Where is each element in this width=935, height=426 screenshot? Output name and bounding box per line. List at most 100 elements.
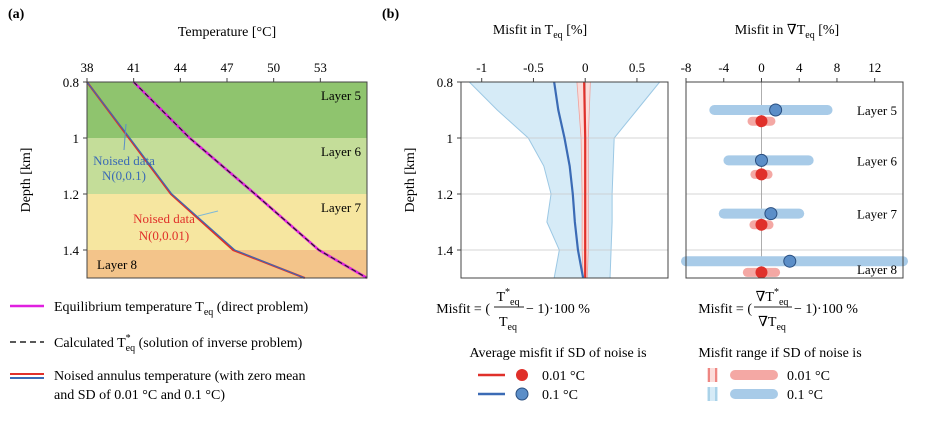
annot-noised-red-1: Noised data (133, 211, 195, 226)
x-tick-label: -1 (476, 60, 487, 75)
panel-a-y-ticks: 0.8 1 1.2 1.4 (63, 75, 87, 258)
svg-text:∇T*eq: ∇T*eq (756, 287, 789, 308)
legend-range-red-bar (730, 370, 778, 380)
range-band-sd01 (468, 81, 661, 279)
x-tick-label: 38 (81, 60, 94, 75)
panel-a-layer-labels: Layer 5 Layer 6 Layer 7 Layer 8 (97, 88, 361, 272)
legend-avg-sd1: 0.01 °C (542, 369, 585, 384)
panel-b2-x-ticks: -8 -4 0 4 8 12 (681, 60, 881, 82)
layer-label: Layer 7 (321, 200, 362, 215)
avg-dot-sd001 (755, 266, 768, 279)
y-tick-label: 1.4 (63, 243, 80, 258)
legend-calc-text: Calculated T* eq (solution of inverse pro… (54, 333, 303, 354)
y-tick-label: 1.4 (437, 243, 454, 258)
legend-avg-red-dot (516, 369, 528, 381)
panel-b2-frame (685, 81, 904, 279)
x-tick-label: -8 (681, 60, 692, 75)
panel-b2-layer-labels: Layer 5 Layer 6 Layer 7 Layer 8 (857, 103, 898, 277)
panel-a-layer-bands (87, 82, 367, 278)
layer-label: Layer 5 (857, 103, 897, 118)
panel-a-ylabel: Depth [km] (19, 148, 34, 213)
formula-misfit-t: Misfit = ( T*eq Teq − 1)·100 % (436, 287, 590, 333)
panel-b1-ylabel: Depth [km] (403, 148, 418, 213)
panel-b1-ranges (468, 81, 661, 279)
panel-a-title: Temperature [°C] (178, 25, 276, 40)
annot-noised-blue-1: Noised data (93, 153, 155, 168)
avg-misfit-sd01 (553, 81, 585, 279)
svg-text:Misfit = (: Misfit = ( (698, 302, 752, 317)
avg-dot-sd001 (755, 168, 768, 181)
legend-range: Misfit range if SD of noise is 0.01 °C 0… (698, 346, 861, 403)
legend-range-sd1: 0.01 °C (787, 369, 830, 384)
legend-range-red-band (707, 368, 718, 382)
legend-noise-text-1: Noised annulus temperature (with zero me… (54, 369, 306, 384)
svg-text:T*eq: T*eq (496, 287, 519, 308)
layer-label: Layer 8 (857, 262, 897, 277)
svg-text:− 1)·100 %: − 1)·100 % (794, 302, 858, 317)
panel-b2-title: Misfit in ∇Teq [%] (735, 23, 839, 41)
x-tick-label: -4 (718, 60, 729, 75)
layer-label: Layer 7 (857, 207, 898, 222)
x-tick-label: 41 (127, 60, 140, 75)
layer-label: Layer 8 (97, 257, 137, 272)
legend-noise-text-2: and SD of 0.01 °C and 0.1 °C) (54, 388, 225, 403)
x-tick-label: -0.5 (523, 60, 544, 75)
formula-misfit-gradt: Misfit = ( ∇T*eq ∇Teq − 1)·100 % (698, 287, 858, 333)
avg-dot-sd001 (755, 115, 768, 128)
x-tick-label: 53 (314, 60, 327, 75)
legend-avg-sd2: 0.1 °C (542, 388, 578, 403)
layer-band (87, 250, 367, 278)
legend-left: Equilibrium temperature Teq (direct prob… (10, 300, 308, 403)
x-tick-label: 12 (868, 60, 881, 75)
avg-dot-sd01 (764, 207, 778, 221)
panel-b1-x-ticks: -1 -0.5 0 0.5 (476, 60, 645, 82)
panel-b1-title: Misfit in Teq [%] (493, 23, 587, 41)
x-tick-label: 47 (221, 60, 235, 75)
annot-noised-red-2: N(0,0.01) (139, 228, 190, 243)
layer-band (87, 82, 367, 138)
legend-range-blue-band (707, 387, 718, 401)
y-tick-label: 0.8 (437, 75, 453, 90)
avg-misfit-sd001 (583, 81, 587, 278)
y-tick-label: 1.2 (437, 187, 453, 202)
avg-dot-sd01 (783, 254, 797, 268)
svg-text:∇Teq: ∇Teq (758, 315, 786, 333)
y-tick-label: 1 (73, 131, 80, 146)
legend-average: Average misfit if SD of noise is 0.01 °C… (469, 346, 646, 403)
layer-band (87, 138, 367, 194)
legend-range-title: Misfit range if SD of noise is (698, 346, 861, 361)
avg-dot-sd001 (755, 218, 768, 231)
legend-avg-blue-dot (515, 387, 529, 401)
series-calculated (133, 81, 368, 279)
panel-a-series (86, 81, 368, 280)
annot-noised-blue-2: N(0,0.1) (102, 168, 146, 183)
layer-label: Layer 6 (857, 153, 898, 168)
annot-blue-leader (123, 123, 127, 151)
avg-dot-sd01 (754, 153, 768, 167)
x-tick-label: 0.5 (629, 60, 645, 75)
x-tick-label: 50 (267, 60, 280, 75)
svg-text:− 1)·100 %: − 1)·100 % (526, 302, 590, 317)
panel-b2-marks (681, 103, 908, 279)
avg-dot-sd01 (769, 103, 783, 117)
panel-b-label: (b) (382, 7, 399, 22)
x-tick-label: 0 (582, 60, 589, 75)
svg-text:Teq: Teq (499, 315, 517, 333)
panel-b1-frame (460, 81, 669, 279)
annot-red-leader (197, 210, 219, 217)
panel-a-frame (86, 81, 368, 279)
layer-label: Layer 6 (321, 144, 362, 159)
series-noised-blue (86, 81, 306, 279)
y-tick-label: 1 (447, 131, 454, 146)
x-tick-label: 4 (796, 60, 803, 75)
layer-band (87, 194, 367, 250)
legend-avg-title: Average misfit if SD of noise is (469, 346, 646, 361)
legend-range-blue-bar (730, 389, 778, 399)
panel-b1-y-ticks: 0.8 1 1.2 1.4 (437, 75, 461, 258)
panel-a-x-ticks: 38 41 44 47 50 53 (81, 60, 327, 82)
svg-text:Misfit = (: Misfit = ( (436, 302, 490, 317)
panel-a-label: (a) (8, 7, 25, 22)
x-tick-label: 8 (834, 60, 841, 75)
panel-b1-series (553, 81, 587, 279)
